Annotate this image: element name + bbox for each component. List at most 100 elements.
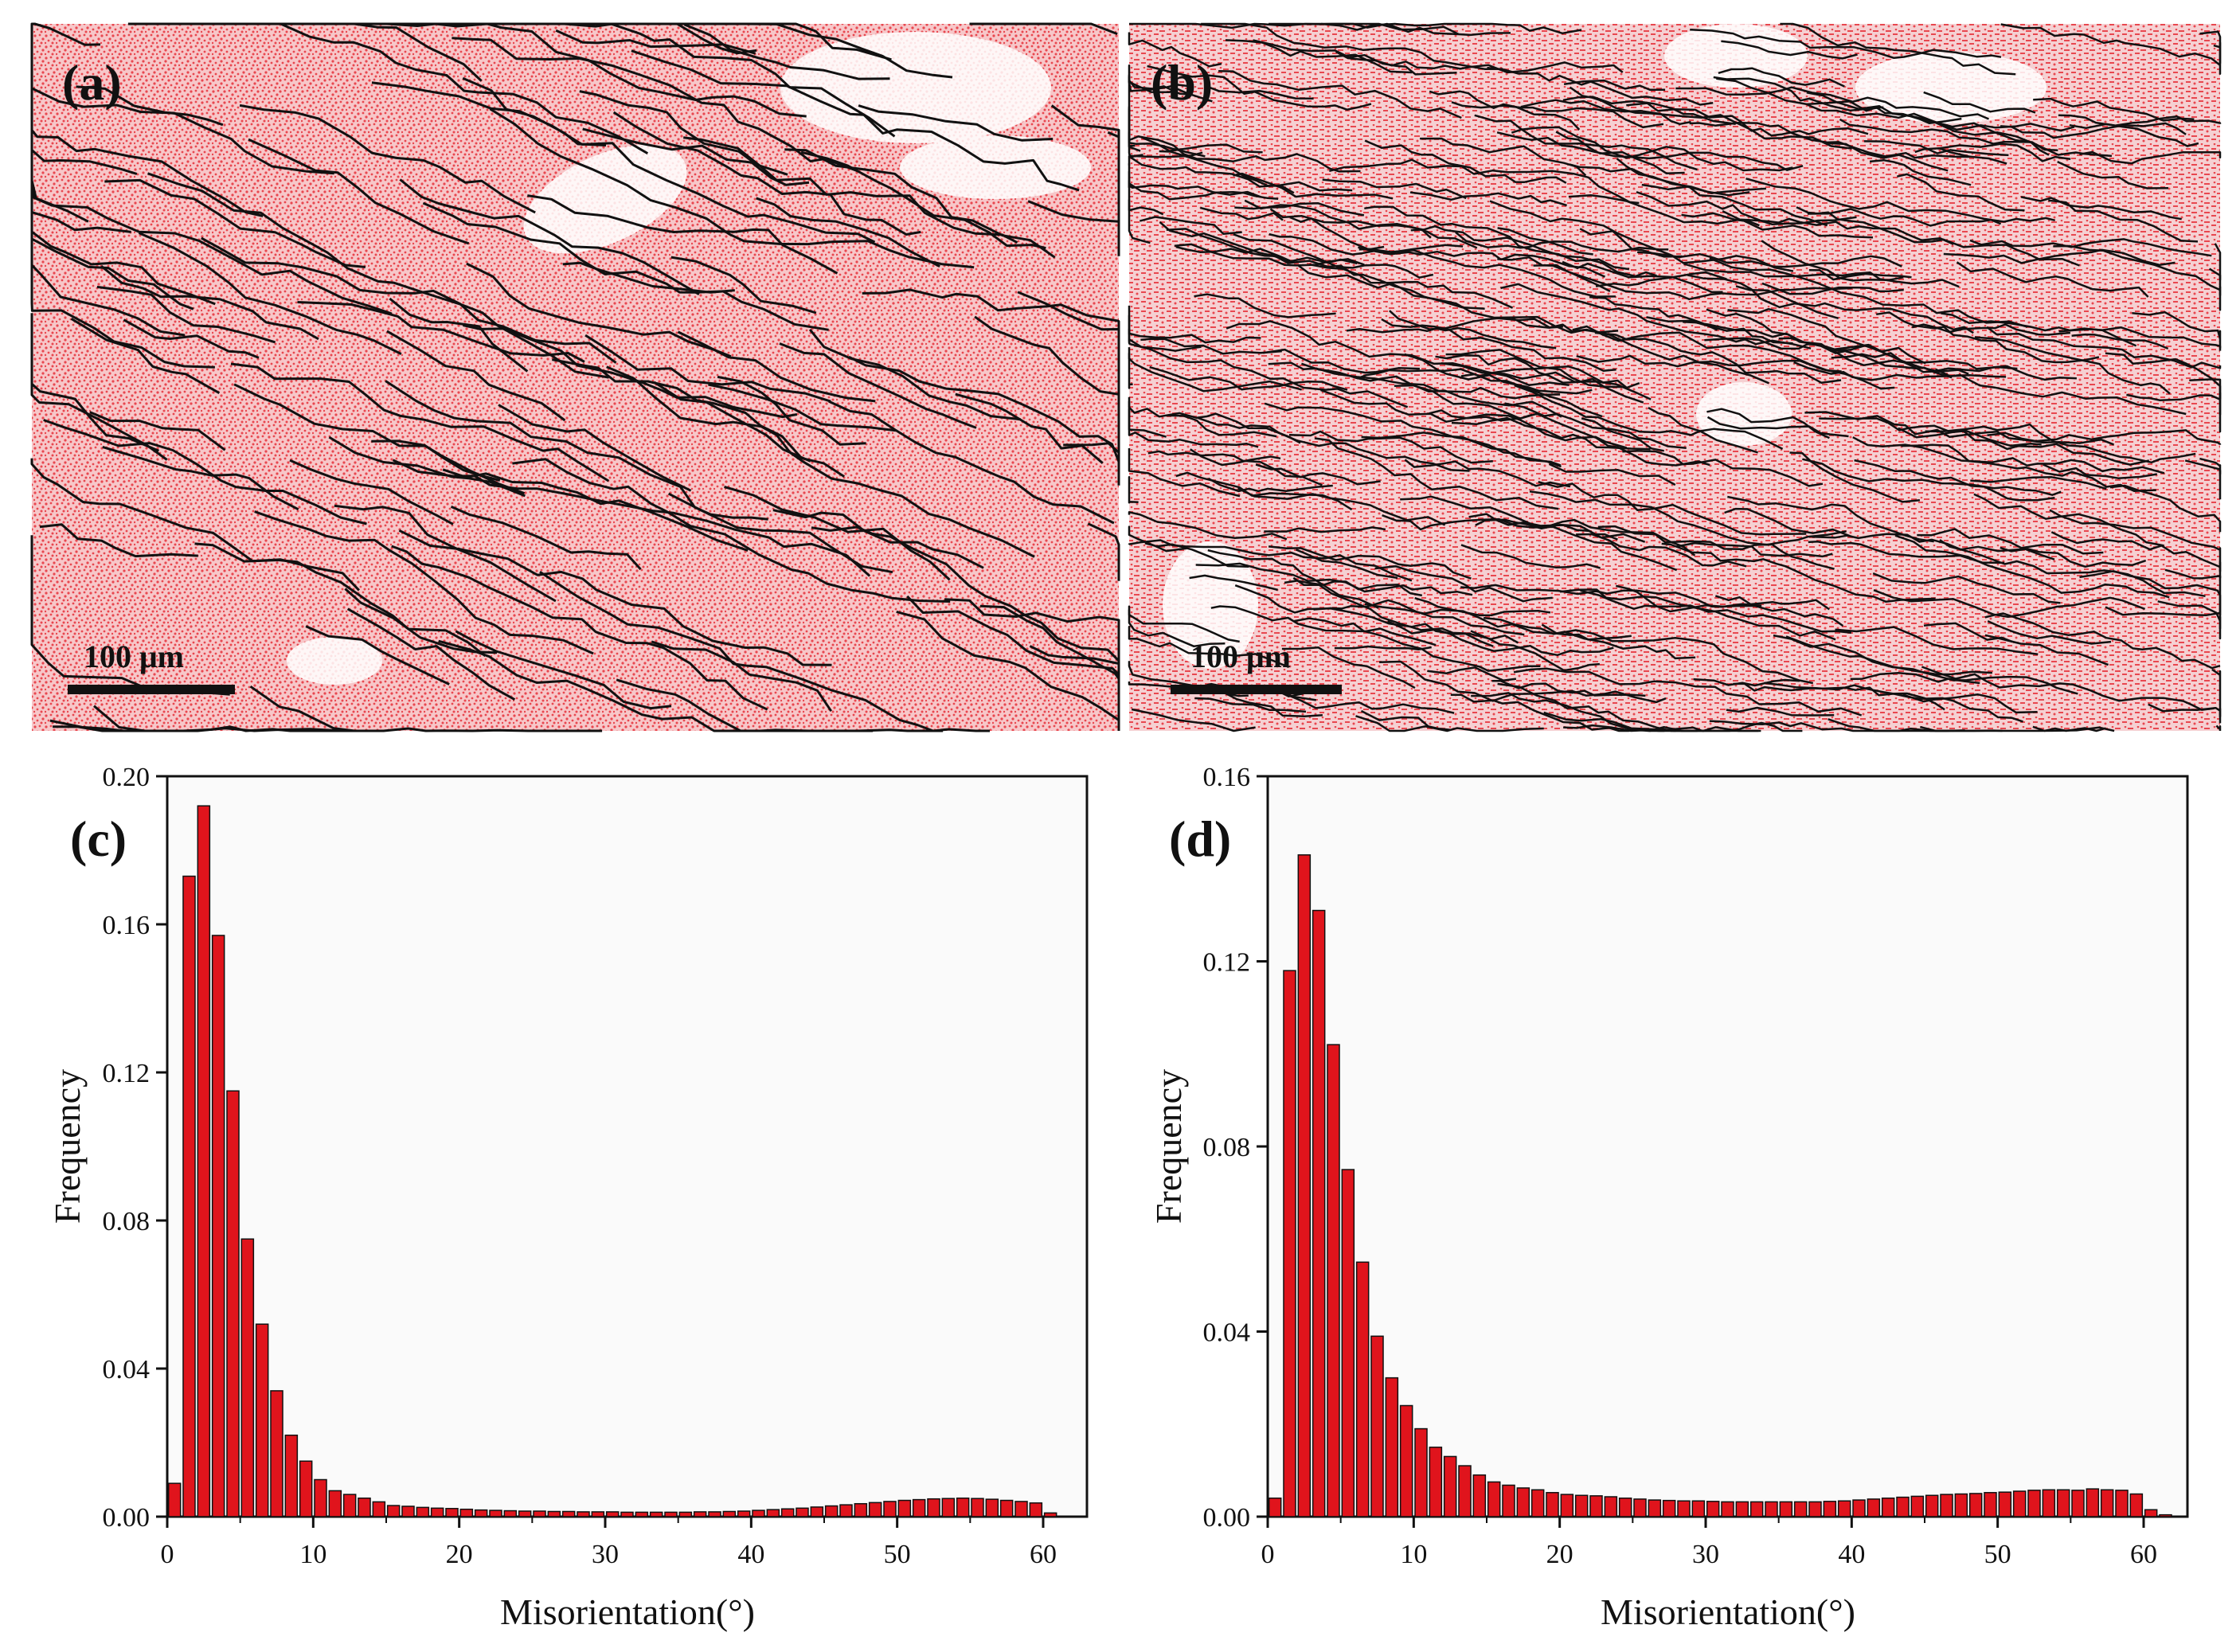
grain-boundary xyxy=(1189,574,1278,592)
chart-d-bar xyxy=(2027,1490,2041,1517)
grain-boundary xyxy=(579,90,788,176)
grain-boundary xyxy=(1410,225,1657,278)
chart-d-bar xyxy=(1954,1493,1968,1517)
chart-d-bar xyxy=(2144,1509,2158,1517)
grain-boundary xyxy=(1897,173,2025,212)
chart-c-bar xyxy=(561,1510,576,1517)
grain-boundary xyxy=(1429,90,1581,131)
chart-d-bar xyxy=(1910,1495,1925,1517)
grain-boundary xyxy=(1581,417,1664,452)
grain-boundary xyxy=(1131,708,1256,732)
chart-d-x-tick-label: 40 xyxy=(1838,1540,1865,1569)
grain-boundary xyxy=(2069,123,2199,147)
chart-c-bar xyxy=(197,805,211,1517)
grain-boundary xyxy=(2215,724,2222,731)
chart-d-bar xyxy=(1662,1499,1676,1517)
grain-boundary xyxy=(1706,416,1849,438)
grain-boundary xyxy=(1721,40,1858,60)
chart-d-x-tick-label: 50 xyxy=(1984,1540,2011,1569)
grain-boundary xyxy=(2105,606,2222,617)
grain-boundary xyxy=(1284,580,1423,597)
chart-c-x-tick-label: 50 xyxy=(884,1540,911,1569)
grain-boundary xyxy=(422,201,829,331)
grain-boundary xyxy=(1355,715,1544,732)
chart-c-y-tick-label: 0.12 xyxy=(103,1059,151,1088)
chart-d-bar xyxy=(1589,1495,1603,1517)
chart-d-bar xyxy=(1399,1404,1413,1517)
grain-boundary xyxy=(1780,22,2016,76)
grain-boundary xyxy=(96,285,276,344)
grain-boundary xyxy=(1335,50,1624,74)
chart-c-bar xyxy=(912,1498,926,1517)
chart-c-bar xyxy=(430,1507,444,1517)
grain-boundary xyxy=(1128,661,1249,697)
chart-d-bar xyxy=(1793,1501,1808,1517)
grain-boundary xyxy=(1569,163,1750,197)
grain-boundary xyxy=(653,381,811,463)
chart-d-bar xyxy=(1648,1499,1662,1517)
grain-boundary xyxy=(683,136,1018,244)
grain-boundary xyxy=(305,625,450,685)
grain-boundary xyxy=(955,392,1104,464)
chart-d-bars xyxy=(1268,854,2172,1517)
chart-d-bar xyxy=(1414,1427,1428,1517)
grain-boundary xyxy=(1128,132,1361,173)
grain-boundary xyxy=(1807,208,2002,227)
grain-boundary xyxy=(1807,103,2075,132)
grain-boundary xyxy=(452,37,858,172)
chart-d-bar xyxy=(1808,1501,1822,1517)
chart-c-bar xyxy=(577,1511,590,1517)
chart-d-bar xyxy=(2012,1490,2027,1517)
grain-boundary xyxy=(2132,310,2222,351)
chart-c-bar xyxy=(328,1490,342,1517)
grain-boundary xyxy=(1209,686,1323,718)
chart-c-bar xyxy=(240,1238,255,1517)
grain-boundary xyxy=(328,435,526,498)
grain-boundary xyxy=(1234,202,1365,217)
grain-boundary xyxy=(389,297,529,373)
chart-d-x-tick-label: 10 xyxy=(1400,1540,1427,1569)
grain-boundary xyxy=(1902,693,2038,714)
grain-boundary xyxy=(784,148,1056,259)
grain-boundary xyxy=(1661,542,1936,603)
grain-boundary xyxy=(346,607,516,701)
chart-d-bar xyxy=(1735,1501,1749,1517)
chart-d-bar xyxy=(1487,1481,1501,1517)
grain-boundary xyxy=(1268,545,1472,580)
grain-boundary xyxy=(1690,29,2002,60)
grain-boundary xyxy=(1987,619,2112,645)
map-b-white-regions xyxy=(1163,24,2046,669)
grain-boundary xyxy=(1520,99,1691,126)
chart-c-bar xyxy=(971,1498,984,1517)
grain-boundary xyxy=(2184,459,2222,500)
grain-boundary xyxy=(89,411,226,451)
grain-boundary xyxy=(1579,228,1683,258)
grain-boundary xyxy=(1128,153,1353,192)
chart-c-bar xyxy=(868,1502,882,1517)
grain-boundary xyxy=(1511,317,1769,385)
grain-boundary xyxy=(466,262,732,358)
grain-boundary xyxy=(1854,459,2055,502)
chart-d-bar xyxy=(1837,1500,1851,1517)
grain-boundary xyxy=(1793,361,2007,381)
chart-d-x-tick-label: 20 xyxy=(1546,1540,1573,1569)
grain-boundary xyxy=(1727,495,1934,543)
grain-boundary xyxy=(584,334,831,403)
grain-boundary xyxy=(1087,522,1120,581)
grain-boundary xyxy=(1420,137,1587,177)
grain-boundary xyxy=(1128,305,1261,344)
grain-boundary xyxy=(1974,336,2171,395)
grain-boundary xyxy=(1166,228,1358,265)
grain-boundary xyxy=(1218,69,1462,119)
grain-boundary xyxy=(2164,568,2222,612)
grain-boundary xyxy=(2000,23,2221,66)
grain-boundary xyxy=(1199,206,1284,221)
chart-c-y-axis-label: Frequency xyxy=(47,1069,88,1224)
grain-boundary xyxy=(1386,620,1614,657)
chart-c-bar xyxy=(459,1508,474,1517)
grain-boundary xyxy=(1714,595,1831,611)
chart-d-bar xyxy=(1677,1500,1691,1517)
grain-boundary xyxy=(1500,283,1812,350)
grain-boundary xyxy=(249,685,603,732)
grain-boundary xyxy=(549,22,896,138)
